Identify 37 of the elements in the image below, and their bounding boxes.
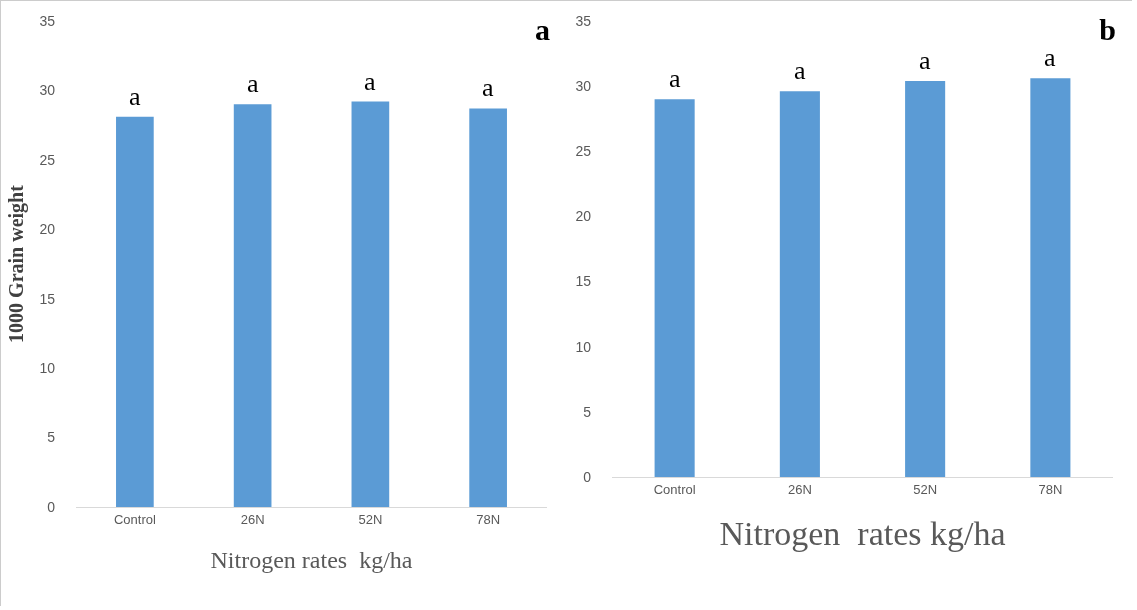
y-tick-label: 20: [39, 221, 56, 238]
x-tick-label: 78N: [476, 511, 501, 527]
y-tick-label: 30: [575, 78, 592, 95]
x-tick-label: 26N: [787, 481, 812, 497]
chart-title: b: [1099, 13, 1117, 47]
y-tick-label: 25: [39, 151, 56, 168]
y-tick-label: 0: [47, 498, 56, 515]
x-tick-label: 52N: [913, 481, 938, 497]
x-tick-label: 78N: [1038, 481, 1063, 497]
annotation: a: [482, 73, 494, 102]
x-tick-label: 26N: [240, 511, 265, 527]
annotation: a: [794, 56, 806, 85]
y-tick-label: 0: [583, 468, 592, 485]
y-tick-label: 15: [575, 273, 592, 290]
x-tick-label: Control: [113, 511, 156, 527]
y-tick-label: 15: [39, 290, 56, 307]
y-tick-label: 35: [39, 12, 56, 29]
y-tick-label: 10: [39, 360, 56, 377]
y-tick-label: 5: [583, 403, 592, 420]
y-tick-label: 5: [47, 429, 56, 446]
annotation: a: [129, 82, 141, 111]
y-tick-label: 35: [575, 12, 592, 29]
y-tick-label: 10: [575, 338, 592, 355]
annotation: a: [669, 64, 681, 93]
annotation: a: [919, 46, 931, 75]
y-axis-title: 1000 Grain weight: [4, 184, 28, 343]
y-tick-label: 25: [575, 143, 592, 160]
y-tick-label: 20: [575, 208, 592, 225]
annotation: a: [364, 67, 376, 96]
y-tick-label: 30: [39, 82, 56, 99]
x-axis-title: Nitrogen rates kg/ha: [719, 514, 1006, 552]
x-tick-label: 52N: [358, 511, 383, 527]
x-tick-label: Control: [653, 481, 696, 497]
annotation: a: [1044, 43, 1056, 72]
x-axis-title: Nitrogen rates kg/ha: [210, 546, 413, 573]
chart-title: a: [535, 13, 551, 47]
annotation: a: [247, 69, 259, 98]
